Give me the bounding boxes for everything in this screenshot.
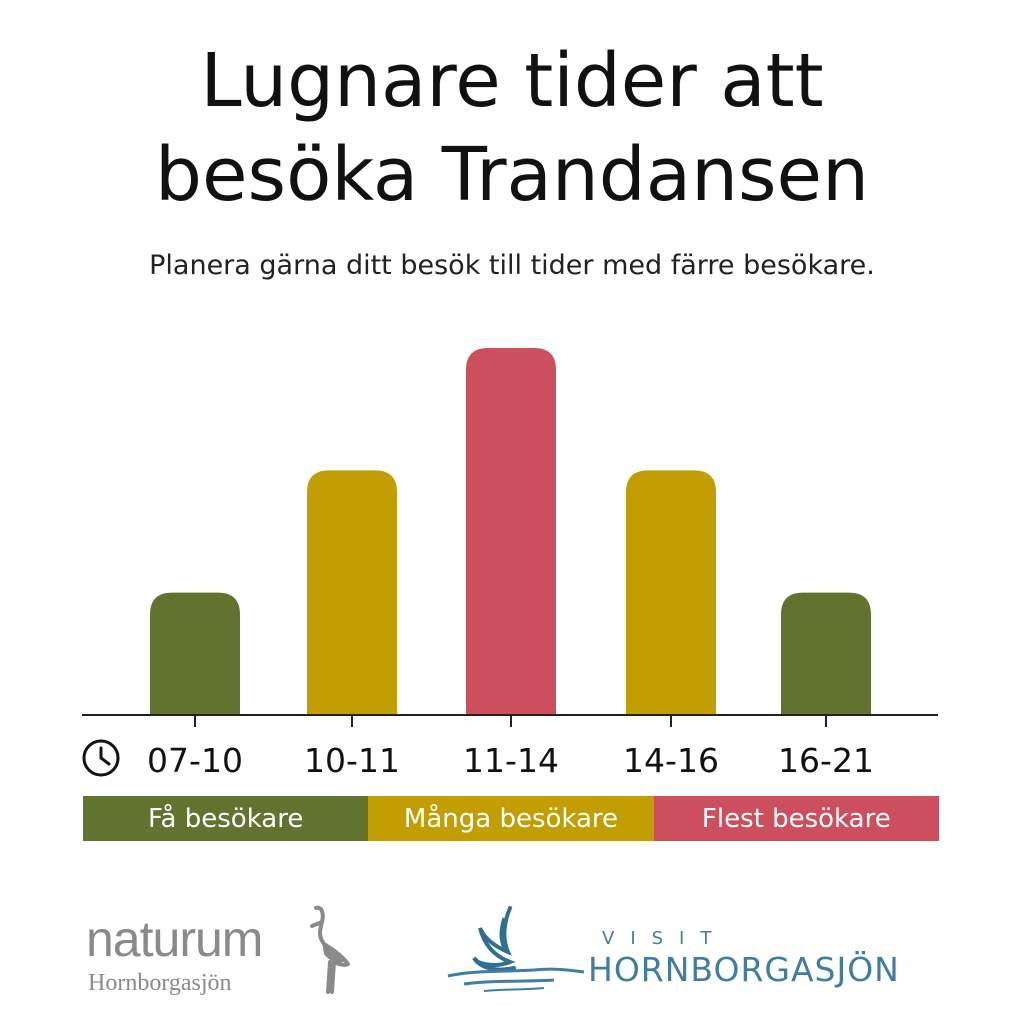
legend-label-many: Många besökare — [403, 803, 619, 834]
bar-14-16 — [626, 470, 716, 715]
title-line-2: besöka Trandansen — [155, 132, 869, 218]
visit-logo-main: HORNBORGASJÖN — [588, 950, 900, 989]
bar-11-14 — [466, 348, 556, 715]
x-tick-label-07-10: 07-10 — [147, 741, 243, 780]
bar-16-21 — [781, 592, 871, 715]
naturum-logo-sub: Hornborgasjön — [88, 970, 232, 996]
subtitle: Planera gärna ditt besök till tider med … — [149, 250, 875, 281]
naturum-logo: naturum Hornborgasjön — [86, 900, 366, 1000]
naturum-logo-word: naturum — [86, 911, 263, 967]
bar-chart: 07-10 10-11 11-14 14-16 16-21 — [82, 348, 938, 780]
legend-item-few: Få besökare — [83, 796, 369, 841]
bar-10-11 — [307, 470, 397, 715]
visit-hornborgasjon-logo: VISIT HORNBORGASJÖN — [444, 900, 944, 1000]
x-tick-label-14-16: 14-16 — [623, 741, 719, 780]
legend-item-most: Flest besökare — [653, 796, 939, 841]
crane-wave-icon — [447, 906, 585, 992]
bar-07-10 — [150, 592, 240, 715]
legend-label-most: Flest besökare — [701, 803, 891, 834]
x-tick-label-10-11: 10-11 — [304, 741, 400, 780]
page-title: Lugnare tider att besöka Trandansen — [0, 34, 1024, 222]
legend-label-few: Få besökare — [147, 803, 304, 834]
title-line-1: Lugnare tider att — [200, 38, 824, 124]
legend-item-many: Många besökare — [368, 796, 654, 841]
x-tick-label-16-21: 16-21 — [778, 741, 874, 780]
visit-logo-small: VISIT — [602, 928, 728, 949]
x-tick-label-11-14: 11-14 — [463, 741, 559, 780]
legend: Få besökare Många besökare Flest besökar… — [83, 796, 939, 841]
crane-icon — [310, 905, 350, 994]
clock-icon — [82, 739, 120, 777]
clock-hands — [99, 746, 111, 766]
